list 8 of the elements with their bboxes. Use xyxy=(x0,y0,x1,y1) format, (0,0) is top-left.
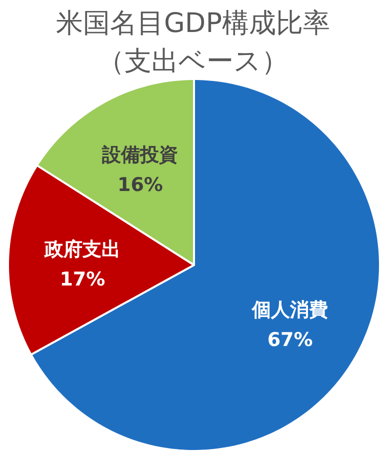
data-label: 67% xyxy=(267,328,313,351)
slice-label: 個人消費 xyxy=(251,298,328,321)
data-label: 17% xyxy=(60,268,106,290)
slice-label: 政府支出 xyxy=(43,238,120,260)
data-label: 16% xyxy=(117,174,163,196)
chart-subtitle: （支出ベース） xyxy=(98,46,288,77)
slice-label: 設備投資 xyxy=(101,144,178,166)
chart-title: 米国名目GDP構成比率 xyxy=(56,8,330,39)
